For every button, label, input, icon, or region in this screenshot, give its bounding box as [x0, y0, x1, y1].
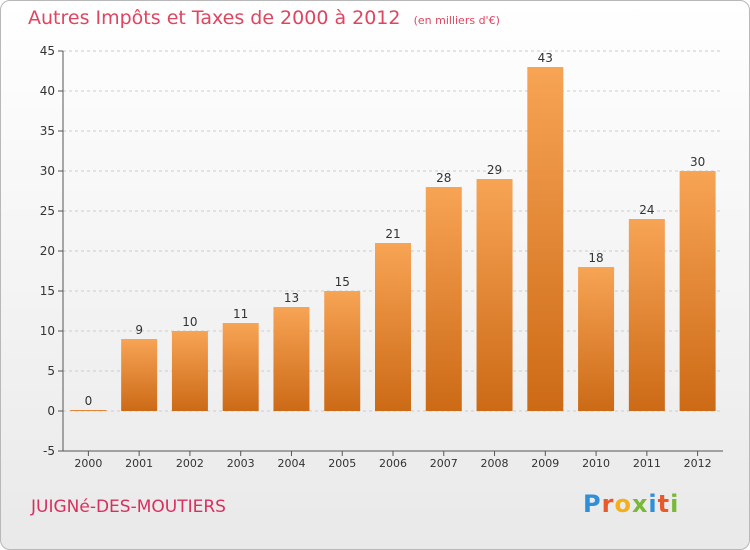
bar-value-label: 0	[85, 394, 93, 408]
x-tick-label: 2010	[582, 457, 610, 470]
bar-value-label: 18	[588, 251, 603, 265]
bar-2000	[70, 410, 107, 411]
bar-2012	[679, 171, 716, 411]
commune-name: JUIGNé-DES-MOUTIERS	[31, 497, 226, 517]
y-tick-label: -5	[43, 444, 55, 458]
bar-2006	[375, 243, 411, 411]
bar-2009	[527, 67, 564, 411]
bar-2004	[273, 307, 310, 411]
bar-value-label: 15	[335, 275, 350, 289]
x-tick-label: 2004	[277, 457, 305, 470]
y-tick-label: 30	[40, 164, 55, 178]
bar-value-label: 10	[182, 315, 197, 329]
x-tick-label: 2011	[633, 457, 661, 470]
y-tick-label: 45	[40, 44, 55, 58]
bar-2007	[425, 187, 462, 411]
bar-2003	[222, 323, 259, 411]
y-tick-label: 10	[40, 324, 55, 338]
bar-2011	[628, 219, 665, 411]
bar-2010	[578, 267, 615, 411]
y-tick-label: 5	[47, 364, 55, 378]
bar-2005	[324, 291, 361, 411]
bar-2008	[476, 179, 513, 411]
bar-value-label: 24	[639, 203, 654, 217]
bar-value-label: 43	[538, 51, 553, 65]
bar-2002	[171, 331, 208, 411]
chart-subtitle: (en milliers d'€)	[413, 14, 500, 27]
x-tick-label: 2012	[684, 457, 712, 470]
x-tick-label: 2009	[531, 457, 559, 470]
bar-value-label: 21	[385, 227, 400, 241]
bar-value-label: 30	[690, 155, 705, 169]
bar-value-label: 28	[436, 171, 451, 185]
x-tick-label: 2007	[430, 457, 458, 470]
x-tick-label: 2000	[74, 457, 102, 470]
bar-value-label: 9	[135, 323, 143, 337]
x-tick-label: 2003	[227, 457, 255, 470]
y-tick-label: 40	[40, 84, 55, 98]
bar-value-label: 13	[284, 291, 299, 305]
x-tick-label: 2006	[379, 457, 407, 470]
y-tick-label: 20	[40, 244, 55, 258]
y-tick-label: 35	[40, 124, 55, 138]
bar-value-label: 29	[487, 163, 502, 177]
y-tick-label: 25	[40, 204, 55, 218]
bar-2001	[121, 339, 158, 411]
bar-value-label: 11	[233, 307, 248, 321]
y-tick-label: 15	[40, 284, 55, 298]
y-tick-label: 0	[47, 404, 55, 418]
chart-title: Autres Impôts et Taxes de 2000 à 2012	[28, 7, 401, 29]
x-tick-label: 2001	[125, 457, 153, 470]
proxiti-logo: Proxiti	[583, 490, 680, 518]
x-tick-label: 2008	[481, 457, 509, 470]
x-tick-label: 2002	[176, 457, 204, 470]
chart-title-row: Autres Impôts et Taxes de 2000 à 2012 (e…	[28, 7, 500, 29]
x-tick-label: 2005	[328, 457, 356, 470]
